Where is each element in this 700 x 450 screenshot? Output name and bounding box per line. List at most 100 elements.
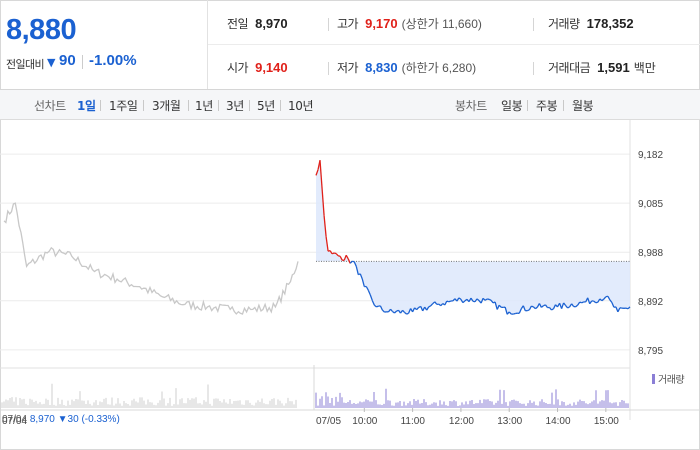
series-line-07-05-down <box>581 301 584 304</box>
chart-toolbar: 선차트 1일 1주일 3개월 1년 3년 5년 10년 봉차트 일봉 주봉 월봉 <box>0 90 700 120</box>
quote-header: 8,880 전일대비 ▼ 90 -1.00% 전일 8,970 고가 9,170 (상… <box>0 0 700 90</box>
series-line-07-05-down <box>365 286 369 291</box>
series-line-07-05-down <box>615 306 619 313</box>
series-line-07-05-down <box>373 304 377 308</box>
period-1w[interactable]: 1주일 <box>109 99 138 113</box>
series-line-07-05-down <box>476 298 480 302</box>
series-line-07-05-down <box>392 310 395 314</box>
stat-trade-amount: 거래대금 1,591 백만 <box>548 60 656 75</box>
series-line-07-05-up <box>343 254 347 261</box>
divider <box>249 100 250 111</box>
candle-weekly[interactable]: 주봉 <box>536 99 558 113</box>
series-line-07-05-down <box>522 305 526 311</box>
series-line-07-05-up <box>329 250 333 255</box>
divider <box>527 100 528 111</box>
divider <box>563 100 564 111</box>
series-line-07-05-down <box>396 309 399 312</box>
series-line-07-05-down <box>543 304 546 307</box>
series-line-07-05-down <box>470 297 474 302</box>
divider <box>328 62 329 75</box>
change-label: 전일대비 <box>6 58 45 71</box>
series-line-07-05-down <box>617 307 621 313</box>
period-10y[interactable]: 10년 <box>288 99 314 113</box>
series-line-07-05-down <box>438 303 442 307</box>
divider <box>533 18 534 31</box>
line-chart-label: 선차트 <box>34 99 66 113</box>
series-line-07-05-up <box>331 252 335 255</box>
series-line-07-05-down <box>440 303 444 307</box>
series-line-07-05-down <box>567 306 570 309</box>
x-tick-label: 15:00 <box>594 416 619 427</box>
series-line-07-05-down <box>412 307 416 313</box>
series-line-07-05-down <box>548 307 553 311</box>
divider <box>533 62 534 75</box>
series-line-07-05-down <box>426 306 430 311</box>
series-line-07-04 <box>3 202 299 315</box>
series-line-07-05-down <box>402 309 406 313</box>
period-1d[interactable]: 1일 <box>77 99 96 113</box>
stat-volume: 거래량 178,352 <box>548 16 634 31</box>
candle-daily[interactable]: 일봉 <box>501 99 523 113</box>
series-line-07-05-down <box>496 304 500 310</box>
period-3y[interactable]: 3년 <box>226 99 244 113</box>
series-line-07-05-down <box>444 300 448 306</box>
series-line-07-05-up <box>345 254 349 260</box>
series-line-07-05-down <box>532 306 536 310</box>
series-line-07-05-down <box>518 308 522 314</box>
series-line-07-05-down <box>611 302 615 308</box>
divider <box>208 44 700 45</box>
series-line-07-05-down <box>535 306 538 310</box>
down-arrow-icon: ▼ <box>47 56 56 69</box>
series-line-07-05-down <box>353 261 357 267</box>
series-line-07-05-up <box>347 258 351 264</box>
series-line-07-05-down <box>560 302 565 309</box>
series-line-07-05-down <box>359 273 363 280</box>
series-line-07-05-down <box>472 300 476 303</box>
series-line-07-05-down <box>504 307 508 315</box>
price-chart[interactable]: 9,182 9,085 8,988 8,892 8,795 07/04 07/05 10:0… <box>0 120 700 450</box>
series-line-07-05-down <box>361 278 365 287</box>
change-percent: -1.00% <box>89 52 137 69</box>
series-line-07-05-down <box>607 295 611 301</box>
series-line-07-05-down <box>448 300 452 303</box>
divider <box>280 100 281 111</box>
x-tick-label: 14:00 <box>546 416 571 427</box>
candle-monthly[interactable]: 월봉 <box>572 99 594 113</box>
series-line-07-05-down <box>349 260 353 264</box>
series-line-07-05-down <box>627 306 631 310</box>
series-line-07-05-down <box>484 298 488 301</box>
period-3m[interactable]: 3개월 <box>152 99 181 113</box>
divider <box>82 55 83 69</box>
series-line-07-05-down <box>428 305 432 308</box>
y-tick-label: 8,892 <box>638 297 663 308</box>
current-price: 8,880 <box>6 14 77 46</box>
series-line-07-05-down <box>595 301 598 304</box>
series-line-07-05-down <box>601 298 605 302</box>
series-line-07-05-up <box>333 252 337 255</box>
series-line-07-05-down <box>571 303 575 307</box>
series-line-07-05-down <box>498 304 502 308</box>
series-line-07-05-down <box>563 302 567 306</box>
stat-open: 시가 9,140 <box>227 60 288 75</box>
price-summary: 8,880 전일대비 ▼ 90 -1.00% <box>0 0 208 89</box>
series-line-07-05-down <box>480 298 484 304</box>
series-line-07-05-down <box>527 309 530 312</box>
series-line-07-05-down <box>462 300 466 304</box>
series-line-07-05-up <box>319 160 323 188</box>
series-line-07-05-down <box>575 304 579 308</box>
change-value: 90 <box>59 52 76 69</box>
series-line-07-05-up <box>327 249 331 252</box>
x-tick-label: 13:00 <box>497 416 522 427</box>
series-line-07-05-down <box>528 305 532 311</box>
period-5y[interactable]: 5년 <box>257 99 275 113</box>
series-line-07-05-down <box>552 304 557 310</box>
series-line-07-05-down <box>458 297 462 300</box>
series-line-07-05-up <box>321 187 325 216</box>
series-line-07-05-up <box>339 256 343 261</box>
prev-day-percent: (-0.33%) <box>81 414 120 425</box>
series-line-07-05-down <box>408 308 412 314</box>
period-1y[interactable]: 1년 <box>195 99 213 113</box>
prev-day-price: 8,970 <box>29 414 55 425</box>
series-line-07-05-down <box>603 296 607 300</box>
series-line-07-05-up <box>323 215 327 237</box>
